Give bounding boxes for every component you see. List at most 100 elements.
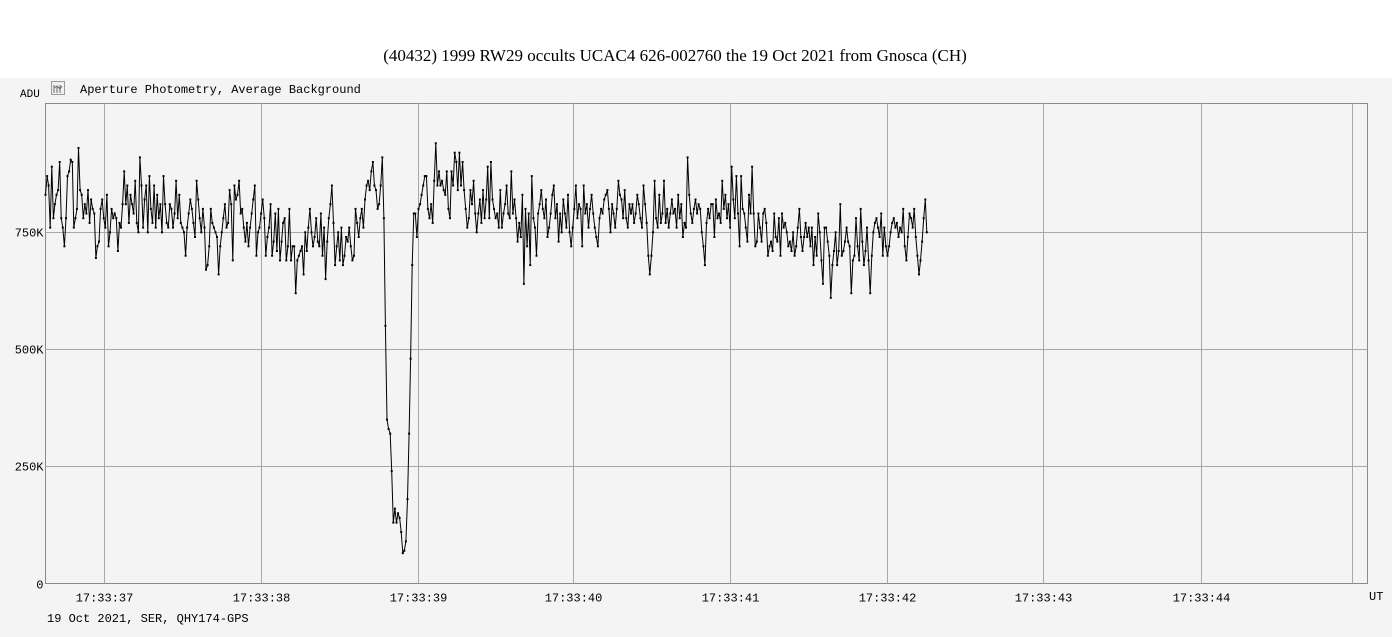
data-point xyxy=(392,521,395,524)
data-point xyxy=(497,226,500,229)
data-point xyxy=(659,221,662,224)
data-point xyxy=(386,418,388,421)
data-point xyxy=(636,193,639,196)
data-point xyxy=(116,250,119,252)
data-point xyxy=(721,179,724,182)
data-point xyxy=(727,203,730,206)
data-point xyxy=(869,292,872,295)
data-point xyxy=(44,193,47,196)
data-point xyxy=(620,198,623,201)
data-point xyxy=(637,203,640,206)
data-point xyxy=(707,207,710,210)
data-point xyxy=(851,259,854,262)
data-point xyxy=(678,217,681,220)
data-point xyxy=(910,217,913,220)
data-point xyxy=(423,175,426,178)
data-point xyxy=(93,212,96,215)
data-point xyxy=(409,357,412,360)
data-point xyxy=(546,236,549,238)
data-point xyxy=(576,217,579,220)
data-point xyxy=(318,245,321,248)
data-point xyxy=(744,226,747,229)
data-point xyxy=(450,170,453,173)
data-point xyxy=(393,507,396,510)
data-point xyxy=(611,203,614,206)
data-point xyxy=(397,512,399,515)
data-point xyxy=(359,217,362,220)
data-point xyxy=(433,179,436,182)
data-point xyxy=(834,231,837,234)
data-point xyxy=(911,226,914,229)
data-point xyxy=(239,212,242,215)
data-point xyxy=(842,250,845,252)
data-point xyxy=(332,221,335,224)
x-tick-label: 17:33:40 xyxy=(545,592,603,606)
data-point xyxy=(516,240,519,243)
data-point xyxy=(201,207,204,210)
data-point xyxy=(439,184,442,187)
data-point xyxy=(220,231,223,234)
data-point xyxy=(279,259,281,262)
data-point xyxy=(809,245,812,248)
data-point xyxy=(718,212,721,215)
data-point xyxy=(417,207,420,210)
data-point xyxy=(72,226,75,229)
x-tick-label: 17:33:39 xyxy=(390,592,448,606)
data-point xyxy=(751,165,754,168)
data-point xyxy=(334,264,337,267)
chart-menu-icon[interactable] xyxy=(51,81,65,95)
data-point xyxy=(253,184,256,187)
data-point xyxy=(373,184,376,187)
data-point xyxy=(513,198,516,201)
data-point xyxy=(563,212,566,215)
data-point xyxy=(810,226,813,229)
data-point xyxy=(886,254,889,257)
x-tick-label: 17:33:41 xyxy=(702,592,760,606)
data-point xyxy=(360,207,363,210)
data-point xyxy=(370,170,373,173)
data-point xyxy=(823,226,826,229)
data-point xyxy=(848,245,851,248)
data-point xyxy=(743,212,746,215)
data-point xyxy=(631,203,634,206)
data-point xyxy=(623,189,626,192)
data-point xyxy=(308,207,311,210)
data-point xyxy=(600,207,603,210)
data-point xyxy=(483,217,486,220)
data-point xyxy=(880,212,883,215)
data-point xyxy=(179,221,182,224)
data-point xyxy=(833,250,835,252)
data-point xyxy=(148,175,151,178)
data-point xyxy=(686,156,689,159)
data-point xyxy=(197,198,200,201)
data-point xyxy=(96,245,99,248)
data-point xyxy=(888,245,891,248)
data-point xyxy=(560,231,563,234)
data-point xyxy=(699,207,702,210)
data-point xyxy=(345,236,348,238)
data-point xyxy=(173,212,176,215)
data-point xyxy=(708,217,711,220)
data-point xyxy=(209,207,212,210)
y-tick-label: 750K xyxy=(15,227,45,241)
data-point xyxy=(390,470,393,473)
data-point xyxy=(741,207,744,210)
data-point xyxy=(294,292,297,295)
data-point xyxy=(47,184,50,187)
data-point xyxy=(628,203,631,206)
data-point xyxy=(746,240,749,243)
data-point xyxy=(247,245,250,248)
data-point xyxy=(604,193,607,196)
data-point xyxy=(530,175,533,178)
data-point xyxy=(675,226,678,229)
data-point xyxy=(353,254,355,257)
data-point xyxy=(143,198,146,201)
data-point xyxy=(847,240,850,243)
y-axis-label: ADU xyxy=(20,89,40,101)
data-point xyxy=(757,212,760,215)
data-point xyxy=(453,151,456,154)
data-point xyxy=(689,212,692,215)
data-point xyxy=(264,254,267,257)
data-point xyxy=(255,254,258,257)
